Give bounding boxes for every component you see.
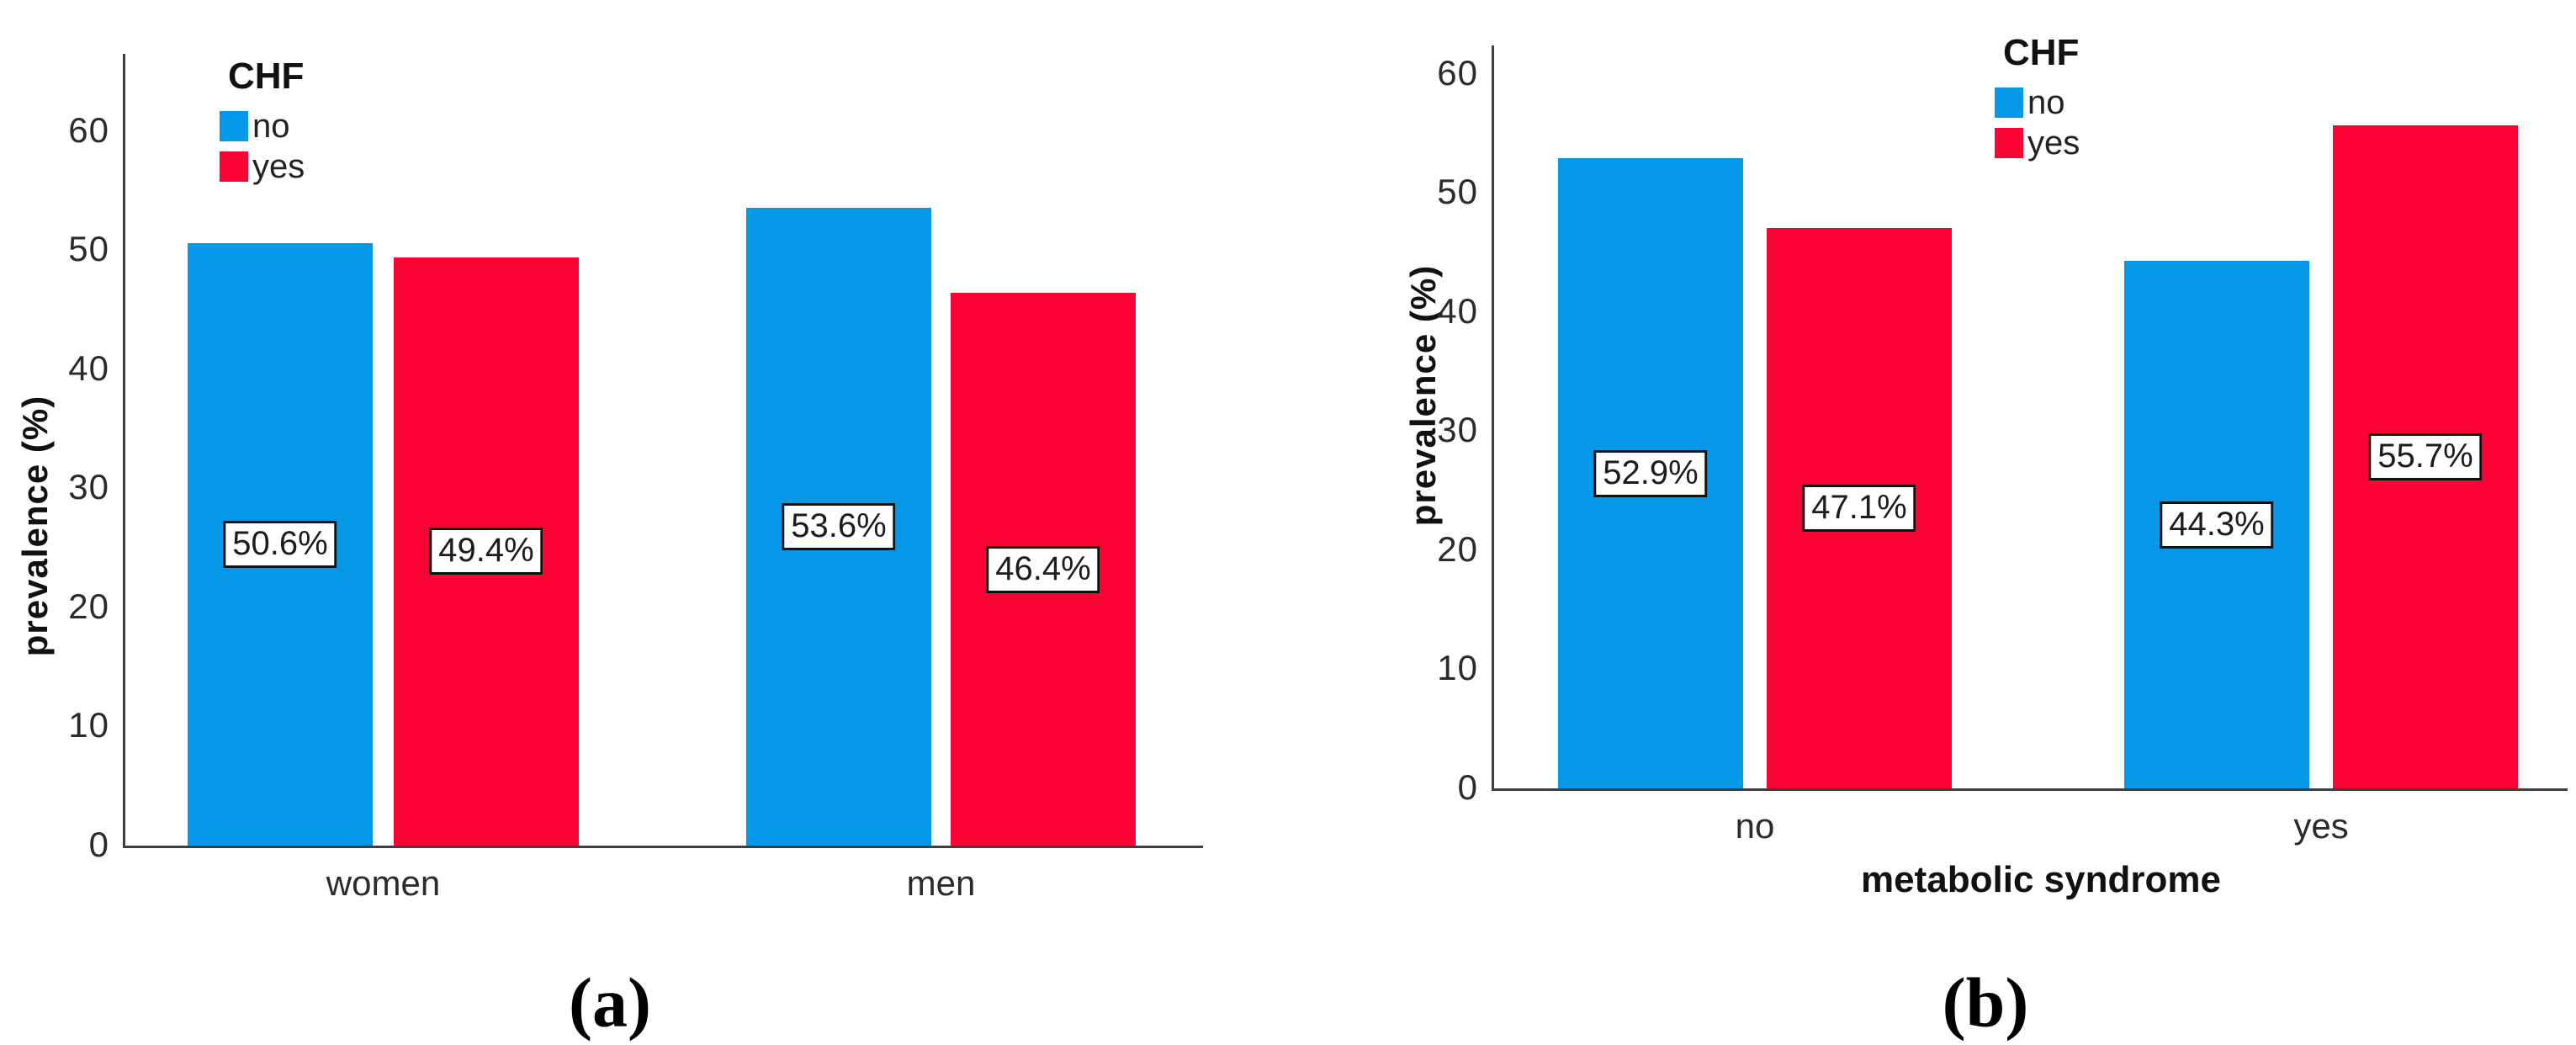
bar-value-label: 50.6% — [223, 520, 337, 568]
y-tick-label: 50 — [1437, 172, 1478, 212]
legend-color-swatch — [220, 151, 248, 182]
bar-value-label: 55.7% — [2368, 432, 2483, 480]
y-tick-label: 10 — [1437, 648, 1478, 688]
panel-caption: (b) — [1942, 963, 2029, 1042]
legend-item: no — [220, 109, 305, 143]
y-tick-label: 30 — [1437, 410, 1478, 450]
legend-title: CHF — [228, 56, 305, 97]
y-tick-label: 30 — [68, 467, 109, 507]
bar-value-label: 49.4% — [429, 528, 543, 576]
y-tick-label: 40 — [1437, 291, 1478, 332]
legend-items: no yes — [220, 109, 305, 183]
legend-item: yes — [1995, 126, 2080, 160]
legend: CHF no yes — [220, 56, 305, 183]
y-axis-line — [123, 54, 125, 848]
y-axis-line — [1492, 45, 1494, 791]
bar-value-label: 47.1% — [1802, 484, 1916, 532]
legend-item-label: no — [2027, 84, 2065, 121]
y-tick-label: 0 — [1457, 767, 1478, 808]
y-tick-label: 60 — [1437, 52, 1478, 93]
legend-item-label: yes — [252, 148, 305, 185]
y-tick-label: 20 — [1437, 529, 1478, 570]
y-tick-label: 60 — [68, 110, 109, 151]
y-tick-label: 10 — [68, 705, 109, 745]
legend-item: no — [1995, 86, 2080, 119]
x-axis-line — [1492, 788, 2568, 791]
legend-title: CHF — [2003, 32, 2080, 73]
x-category-label: women — [326, 863, 441, 903]
legend-item-label: yes — [2027, 125, 2080, 162]
x-category-label: men — [906, 863, 976, 903]
panel-caption: (a) — [569, 963, 651, 1042]
legend-color-swatch — [220, 111, 248, 141]
x-axis-line — [123, 846, 1203, 848]
y-tick-label: 0 — [88, 825, 109, 865]
bar-value-label: 44.3% — [2160, 501, 2274, 549]
x-category-label: no — [1735, 806, 1775, 846]
y-axis-title: prevalence (%) — [15, 395, 55, 657]
legend: CHF no yes — [1995, 32, 2080, 160]
legend-items: no yes — [1995, 86, 2080, 160]
y-tick-label: 50 — [68, 229, 109, 269]
legend-color-swatch — [1995, 88, 2023, 118]
bar-value-label: 46.4% — [986, 545, 1100, 593]
x-category-label: yes — [2293, 806, 2349, 846]
x-axis-title: metabolic syndrome — [1861, 859, 2221, 900]
y-tick-label: 20 — [68, 586, 109, 627]
y-tick-label: 40 — [68, 348, 109, 389]
bar-value-label: 52.9% — [1593, 449, 1708, 497]
legend-item-label: no — [252, 108, 290, 145]
legend-item: yes — [220, 150, 305, 183]
bar-value-label: 53.6% — [782, 502, 896, 550]
legend-color-swatch — [1995, 128, 2023, 158]
